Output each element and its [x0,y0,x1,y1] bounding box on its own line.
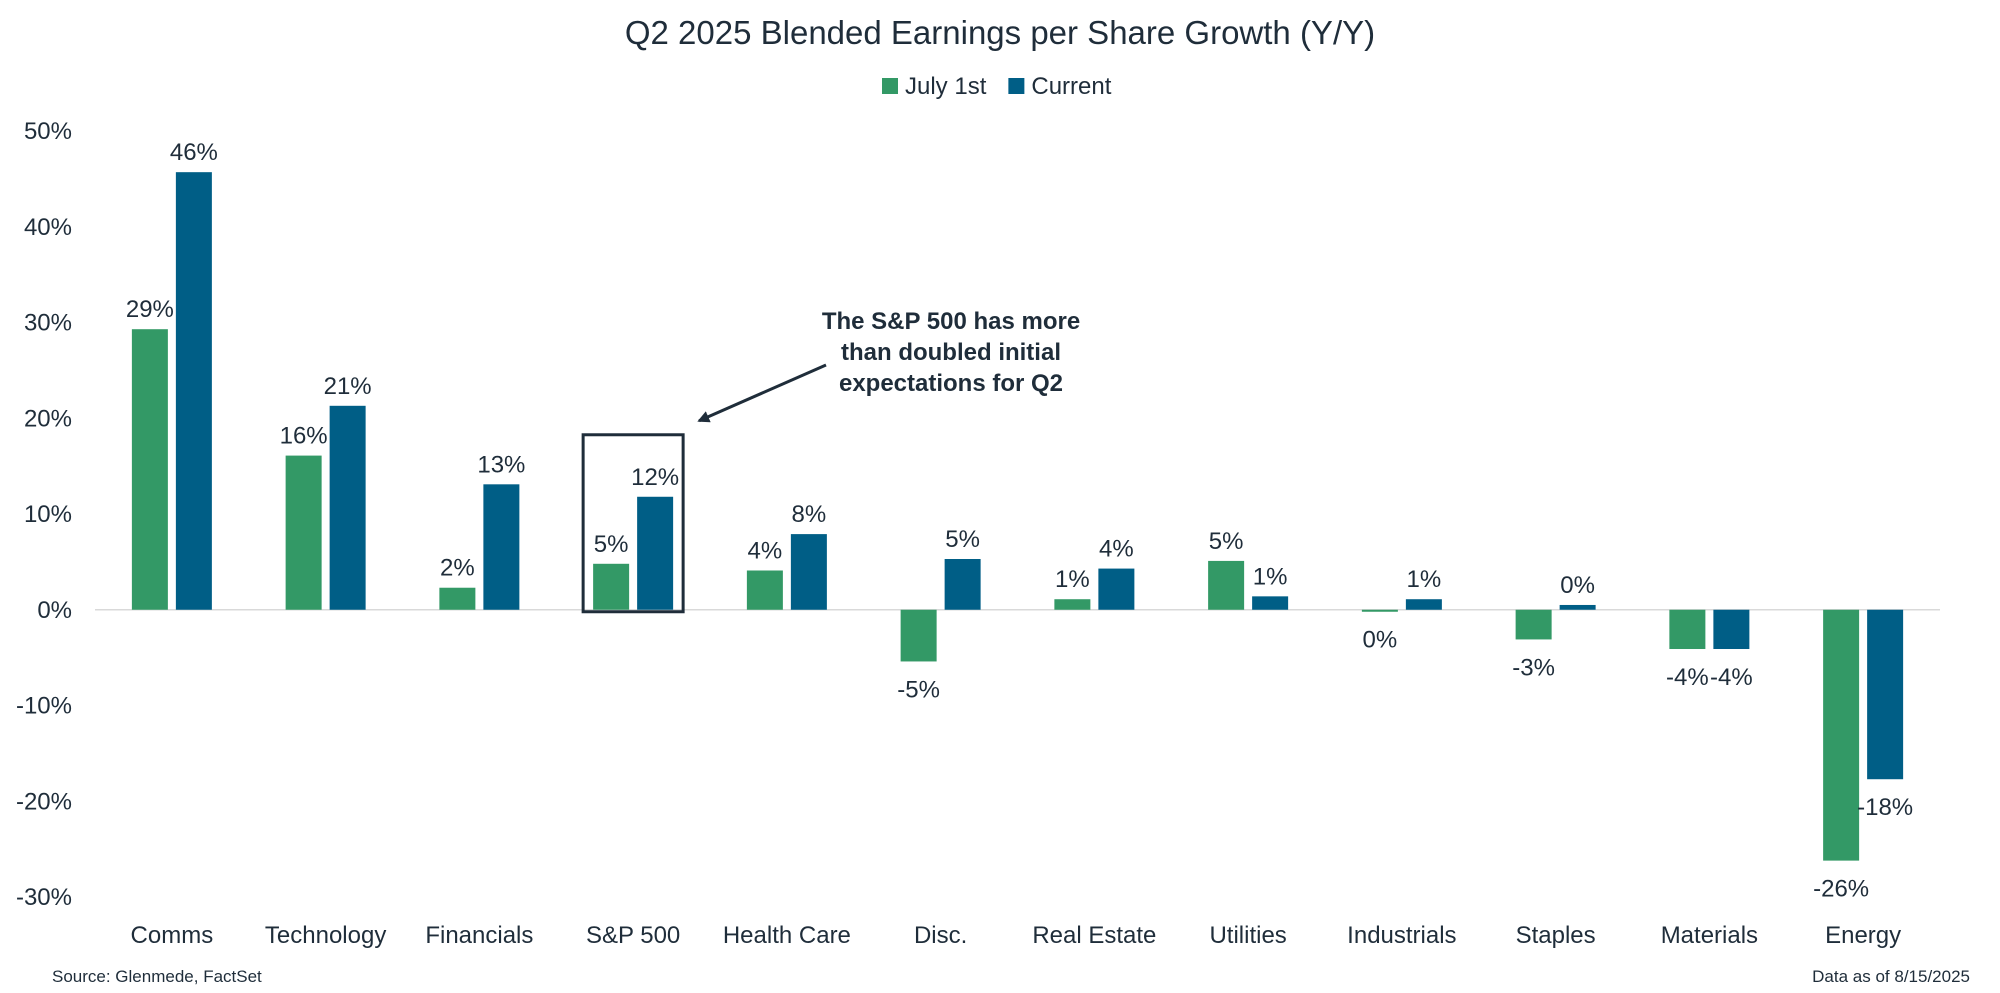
bar-0-8 [1361,609,1398,612]
annotation-arrow [697,363,827,423]
bar-1-2 [483,484,520,610]
category-label: Utilities [1209,922,1286,949]
data-label-0-8: 0% [1363,627,1398,654]
bar-0-11 [1823,609,1860,861]
bar-1-7 [1252,596,1289,610]
chart-title: Q2 2025 Blended Earnings per Share Growt… [625,14,1375,51]
category-label: S&P 500 [586,922,680,949]
category-label: Disc. [914,922,967,949]
y-tick-label: 10% [24,501,72,528]
data-label-1-7: 1% [1253,563,1288,590]
bar-1-9 [1559,604,1596,610]
data-label-0-3: 5% [594,531,629,558]
bar-0-4 [746,570,783,610]
data-label-1-1: 21% [324,373,372,400]
bar-0-6 [1054,599,1091,610]
data-label-0-5: -5% [897,676,940,703]
data-label-0-7: 5% [1209,528,1244,555]
legend-label-1: Current [1031,73,1111,100]
data-label-0-1: 16% [280,423,328,450]
bar-1-4 [790,534,827,610]
bar-1-10 [1713,609,1750,650]
data-label-0-2: 2% [440,555,475,582]
data-label-0-9: -3% [1512,654,1555,681]
data-labels: 29% 46% 16% 21% 2% 13% 5% 12% 4% 8% -5% 5% 1% 4% 5% 1% 0… [126,139,1913,902]
data-label-1-2: 13% [477,451,525,478]
data-label-1-4: 8% [792,501,827,528]
bar-0-1 [285,455,322,610]
bar-1-3 [637,496,674,610]
annotation-line-0: The S&P 500 has more [822,308,1080,335]
bar-1-6 [1098,568,1135,610]
data-label-1-5: 5% [945,526,980,553]
bar-1-5 [944,559,981,610]
legend: July 1st Current [882,73,1112,100]
bar-0-3 [593,563,630,610]
annotation-line-1: than doubled initial [841,339,1061,366]
y-tick-label: 0% [37,597,72,624]
source-note: Source: Glenmede, FactSet [52,967,262,986]
x-axis: Comms Technology Financials S&P 500 Health C… [131,922,1902,949]
bar-1-8 [1405,599,1442,610]
data-label-1-8: 1% [1407,566,1442,593]
data-label-0-0: 29% [126,296,174,323]
y-tick-label: 20% [24,405,72,432]
category-label: Financials [425,922,533,949]
data-label-1-11: -18% [1857,794,1913,821]
y-tick-label: -30% [16,884,72,911]
y-tick-label: 50% [24,118,72,145]
legend-swatch-1 [1008,78,1025,94]
data-label-0-11: -26% [1813,876,1869,903]
bar-0-10 [1669,609,1706,650]
category-label: Health Care [723,922,851,949]
annotation: The S&P 500 has more than doubled initial… [581,308,1080,614]
bar-0-2 [439,587,476,610]
data-label-0-10: -4% [1666,664,1709,691]
data-label-1-6: 4% [1099,536,1134,563]
y-tick-label: -20% [16,788,72,815]
category-label: Industrials [1347,922,1456,949]
data-label-1-10: -4% [1710,664,1753,691]
data-label-1-3: 12% [631,464,679,491]
category-label: Staples [1516,922,1596,949]
data-label-0-4: 4% [748,537,783,564]
legend-swatch-0 [882,78,898,94]
bars [131,172,1904,861]
bar-0-0 [131,329,168,610]
category-label: Comms [131,922,214,949]
category-label: Technology [265,922,386,949]
y-tick-label: 30% [24,310,72,337]
data-label-0-6: 1% [1055,566,1090,593]
as-of-note: Data as of 8/15/2025 [1812,967,1970,986]
bar-0-9 [1515,609,1552,640]
category-label: Materials [1661,922,1758,949]
bar-1-1 [329,405,366,610]
bar-1-0 [175,172,212,610]
legend-label-0: July 1st [905,73,987,100]
highlight-box [581,433,685,614]
y-tick-label: 40% [24,214,72,241]
bar-1-11 [1867,609,1904,780]
category-label: Energy [1825,922,1901,949]
data-label-1-0: 46% [170,139,218,166]
annotation-line-2: expectations for Q2 [839,370,1063,397]
data-label-1-9: 0% [1560,572,1595,599]
category-label: Real Estate [1032,922,1156,949]
y-tick-label: -10% [16,693,72,720]
y-axis: 50% 40% 30% 20% 10% 0% -10% -20% -30% [16,118,72,911]
bar-0-5 [900,609,937,662]
bar-0-7 [1208,560,1245,610]
